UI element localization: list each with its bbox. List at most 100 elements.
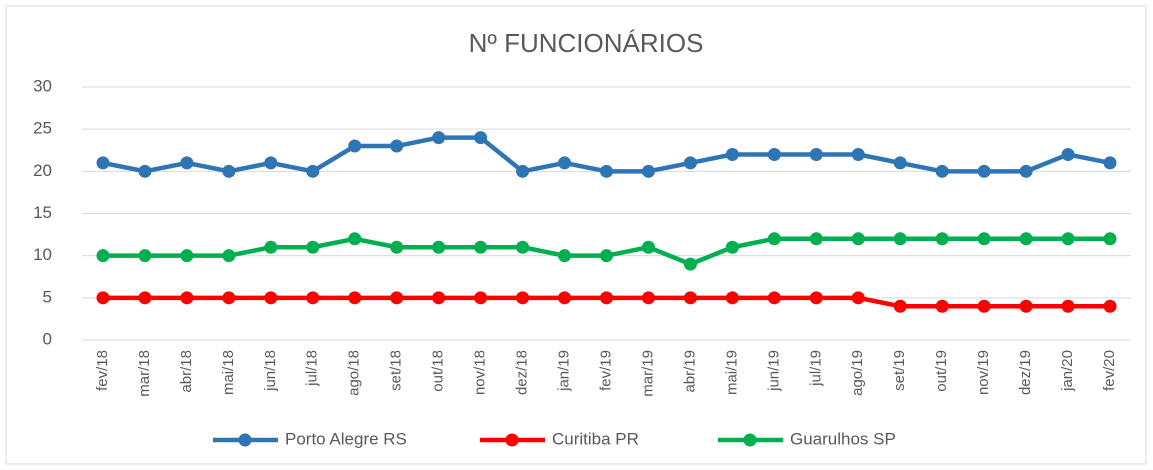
x-tick-label: abr/19: [681, 350, 698, 393]
data-point: [264, 291, 278, 305]
data-point: [683, 257, 697, 271]
data-point: [1061, 232, 1075, 246]
data-point: [222, 291, 236, 305]
x-tick-label: set/19: [891, 350, 908, 391]
data-point: [516, 164, 530, 178]
data-point: [1019, 299, 1033, 313]
x-tick-label: jul/18: [304, 350, 321, 387]
data-point: [1103, 232, 1117, 246]
data-point: [725, 291, 739, 305]
x-tick-label: abr/18: [178, 350, 195, 393]
data-point: [558, 249, 572, 263]
data-point: [432, 131, 446, 145]
data-point: [725, 147, 739, 161]
data-point: [641, 164, 655, 178]
data-point: [600, 291, 613, 305]
data-point: [558, 156, 572, 170]
data-point: [306, 240, 320, 254]
x-tick-label: mai/19: [723, 350, 740, 395]
data-point: [641, 240, 655, 254]
data-point: [1061, 299, 1075, 313]
x-tick-label: ago/18: [346, 350, 363, 396]
data-point: [432, 240, 446, 254]
x-tick-label: set/18: [388, 350, 405, 391]
data-point: [1019, 232, 1033, 246]
data-point: [222, 164, 236, 178]
data-point: [474, 291, 488, 305]
data-point: [851, 232, 865, 246]
data-point: [935, 232, 949, 246]
y-tick-label: 5: [43, 287, 52, 306]
x-tick-label: ago/19: [849, 350, 866, 396]
x-tick-label: jan/19: [556, 350, 573, 392]
data-point: [767, 147, 781, 161]
data-point: [683, 156, 697, 170]
data-point: [96, 249, 110, 263]
x-tick-label: jun/18: [262, 350, 279, 392]
data-point: [306, 291, 320, 305]
data-point: [180, 249, 194, 263]
data-point: [264, 240, 278, 254]
data-point: [96, 291, 110, 305]
x-tick-label: nov/19: [975, 350, 992, 395]
data-point: [390, 139, 404, 153]
x-tick-label: jun/19: [765, 350, 782, 392]
data-point: [935, 299, 949, 313]
data-point: [725, 240, 739, 254]
data-point: [138, 249, 152, 263]
data-point: [474, 131, 488, 145]
data-point: [809, 291, 823, 305]
data-point: [767, 232, 781, 246]
data-point: [893, 232, 907, 246]
legend-label: Curitiba PR: [552, 429, 639, 448]
data-point: [809, 232, 823, 246]
data-point: [180, 156, 194, 170]
data-point: [977, 299, 991, 313]
data-point: [809, 147, 823, 161]
data-point: [641, 291, 655, 305]
chart-border: [5, 5, 1147, 465]
data-point: [306, 164, 320, 178]
x-tick-label: out/18: [430, 350, 447, 392]
x-tick-label: mai/18: [220, 350, 237, 395]
data-point: [893, 156, 907, 170]
y-tick-label: 15: [33, 203, 52, 222]
x-tick-label: fev/18: [94, 350, 111, 391]
data-point: [1061, 147, 1075, 161]
data-point: [138, 291, 152, 305]
data-point: [348, 232, 362, 246]
y-tick-label: 10: [33, 245, 52, 264]
x-tick-label: fev/19: [597, 350, 614, 391]
legend-marker: [505, 433, 519, 447]
data-point: [348, 291, 362, 305]
x-tick-label: nov/18: [472, 350, 489, 395]
data-point: [1103, 156, 1117, 170]
data-point: [180, 291, 194, 305]
data-point: [516, 291, 530, 305]
x-tick-label: jul/19: [807, 350, 824, 387]
data-point: [432, 291, 446, 305]
x-tick-label: mar/18: [136, 350, 153, 397]
data-point: [474, 240, 488, 254]
data-point: [1103, 299, 1117, 313]
data-point: [264, 156, 278, 170]
data-point: [600, 164, 613, 178]
legend-label: Guarulhos SP: [790, 429, 896, 448]
x-tick-label: jan/20: [1059, 350, 1076, 392]
data-point: [851, 147, 865, 161]
data-point: [767, 291, 781, 305]
data-point: [977, 164, 991, 178]
data-point: [516, 240, 530, 254]
data-point: [558, 291, 572, 305]
data-point: [390, 291, 404, 305]
legend-label: Porto Alegre RS: [285, 429, 407, 448]
x-tick-label: fev/20: [1101, 350, 1118, 391]
y-tick-label: 20: [33, 161, 52, 180]
data-point: [1019, 164, 1033, 178]
data-point: [222, 249, 236, 263]
data-point: [96, 156, 110, 170]
data-point: [935, 164, 949, 178]
data-point: [600, 249, 613, 263]
x-tick-label: dez/19: [1017, 350, 1034, 395]
